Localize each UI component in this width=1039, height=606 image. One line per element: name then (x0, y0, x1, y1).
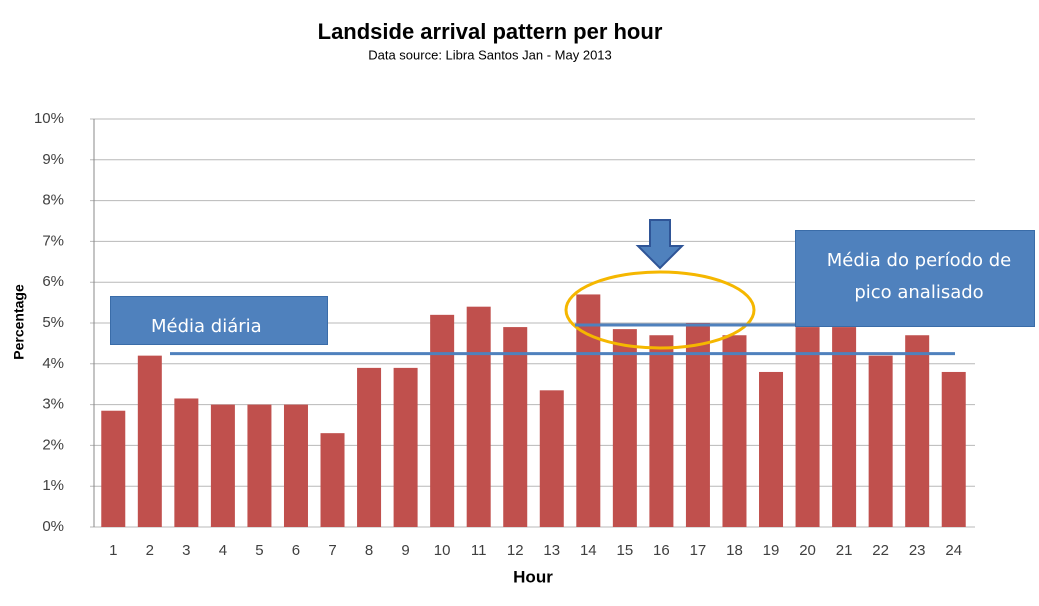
y-tick-label: 10% (34, 110, 64, 127)
bar (649, 335, 674, 527)
x-tick-label: 5 (255, 542, 263, 559)
bar (503, 327, 528, 527)
x-tick-label: 13 (543, 542, 560, 559)
x-tick-label: 7 (328, 542, 336, 559)
x-tick-label: 11 (471, 542, 487, 559)
x-tick-label: 12 (507, 542, 524, 559)
y-tick-label: 9% (42, 151, 64, 168)
x-tick-label: 16 (653, 542, 670, 559)
bar (430, 314, 455, 527)
x-tick-label: 10 (434, 542, 451, 559)
x-tick-label: 24 (945, 542, 962, 559)
bar (283, 404, 308, 527)
x-tick-label: 19 (763, 542, 780, 559)
bar (612, 329, 637, 527)
bar (101, 410, 126, 527)
x-axis-label: Hour (513, 567, 553, 586)
x-tick-label: 20 (799, 542, 816, 559)
x-tick-label: 18 (726, 542, 743, 559)
x-tick-label: 17 (690, 542, 707, 559)
x-tick-label: 6 (292, 542, 300, 559)
bar (795, 327, 820, 527)
bar (320, 433, 345, 527)
bar (247, 404, 272, 527)
bar (357, 367, 382, 527)
bar (685, 323, 710, 527)
bar (210, 404, 235, 527)
y-tick-label: 4% (42, 355, 64, 372)
x-tick-label: 15 (617, 542, 634, 559)
x-tick-label: 23 (909, 542, 926, 559)
y-tick-label: 2% (42, 436, 64, 453)
y-tick-label: 6% (42, 273, 64, 290)
bar (539, 390, 564, 527)
bar (905, 335, 930, 527)
y-tick-label: 0% (42, 518, 64, 535)
highlight-ellipse (564, 270, 756, 350)
chart-title: Landside arrival pattern per hour (318, 19, 663, 44)
bar (832, 327, 857, 527)
chart-subtitle: Data source: Libra Santos Jan - May 2013 (368, 47, 612, 62)
y-tick-label: 7% (42, 232, 64, 249)
bar (466, 306, 491, 527)
y-tick-label: 8% (42, 192, 64, 209)
y-axis-label: Percentage (11, 284, 27, 360)
y-tick-label: 3% (42, 396, 64, 413)
y-tick-label: 5% (42, 314, 64, 331)
bar (941, 371, 966, 527)
x-tick-label: 14 (580, 542, 597, 559)
x-tick-label: 22 (872, 542, 889, 559)
y-tick-label: 1% (42, 477, 64, 494)
bar (759, 371, 784, 527)
x-tick-label: 21 (836, 542, 853, 559)
annotation-peak: Média do período de pico analisado (795, 230, 1035, 327)
x-tick-label: 3 (182, 542, 190, 559)
x-tick-label: 1 (109, 542, 117, 559)
bar (393, 367, 418, 527)
x-tick-label: 8 (365, 542, 373, 559)
x-tick-label: 9 (401, 542, 409, 559)
bar (137, 355, 162, 527)
x-tick-label: 2 (146, 542, 154, 559)
bar (868, 355, 893, 527)
x-tick-label: 4 (219, 542, 227, 559)
bar (722, 335, 747, 527)
annotation-daily: Média diária (110, 296, 328, 345)
bar (174, 398, 199, 527)
arrow (635, 219, 685, 270)
